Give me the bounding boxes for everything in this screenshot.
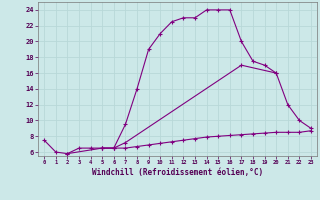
X-axis label: Windchill (Refroidissement éolien,°C): Windchill (Refroidissement éolien,°C): [92, 168, 263, 177]
